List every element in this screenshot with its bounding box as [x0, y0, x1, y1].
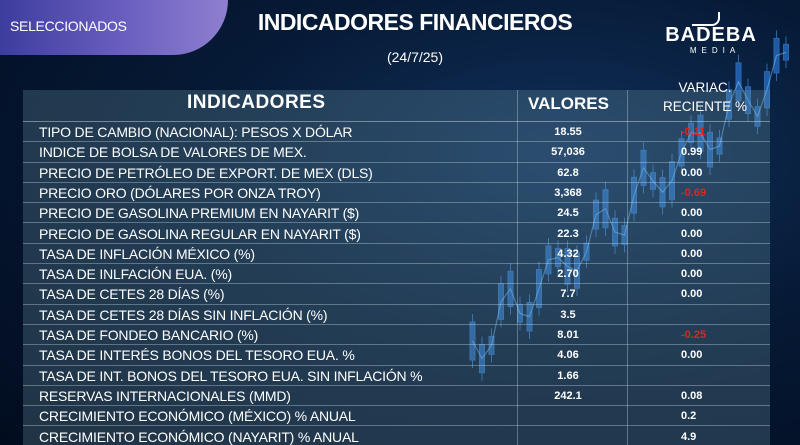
table-row: PRECIO ORO (DÓLARES POR ONZA TROY) 3,368 -…: [23, 183, 770, 204]
indicator-variation: 0.08: [681, 389, 703, 402]
logo: BADEBA MEDIA: [656, 12, 766, 58]
indicator-value: 8.01: [557, 329, 579, 341]
table-row: TASA DE INT. BONOS DEL TESORO EUA. SIN I…: [23, 366, 770, 386]
indicator-value: 4.32: [557, 247, 579, 260]
indicator-value: 22.3: [557, 227, 579, 240]
indicator-variation: 0.99: [681, 146, 703, 159]
table-row: PRECIO DE GASOLINA REGULAR EN NAYARIT ($…: [23, 224, 770, 244]
indicator-name: TASA DE INFLACIÓN MÉXICO (%): [39, 245, 255, 262]
indicator-variation: 0.00: [681, 349, 703, 362]
indicator-variation: 0.00: [681, 166, 703, 179]
table-row: CRECIMIENTO ECONÓMICO (NAYARIT) % ANUAL 4…: [23, 427, 770, 445]
table-row: PRECIO DE PETRÓLEO DE EXPORT. DE MEX (DL…: [23, 163, 770, 183]
indicator-variation: -0.25: [681, 329, 707, 341]
header-variation-line2: RECIENTE %: [662, 99, 747, 114]
table-row: CRECIMIENTO ECONÓMICO (MÉXICO) % ANUAL 0.…: [23, 406, 770, 427]
indicator-variation: 0.00: [681, 268, 703, 281]
indicator-value: 62.8: [557, 166, 579, 179]
indicator-value: 3,368: [554, 186, 582, 199]
indicator-variation: 0.00: [681, 288, 703, 301]
indicator-value: 242.1: [554, 389, 582, 402]
indicator-name: TASA DE INLFACIÓN EUA. (%): [39, 266, 232, 283]
table-row: TASA DE CETES 28 DÍAS SIN INFLACIÓN (%) 3…: [23, 305, 770, 325]
indicator-name: PRECIO DE PETRÓLEO DE EXPORT. DE MEX (DL…: [39, 164, 373, 181]
indicator-value: 18.55: [554, 126, 582, 138]
section-tag-label: SELECCIONADOS: [10, 18, 127, 34]
indicator-variation: -0.69: [681, 186, 707, 199]
indicator-name: PRECIO DE GASOLINA REGULAR EN NAYARIT ($…: [39, 225, 361, 242]
table-row: RESERVAS INTERNACIONALES (MMD) 242.1 0.08: [23, 386, 770, 407]
indicator-value: 7.7: [560, 288, 576, 301]
indicator-name: TASA DE FONDEO BANCARIO (%): [39, 327, 259, 343]
table-row: TASA DE INLFACIÓN EUA. (%) 2.70 0.00: [23, 264, 770, 285]
table-row: PRECIO DE GASOLINA PREMIUM EN NAYARIT ($…: [23, 203, 770, 224]
indicator-name: RESERVAS INTERNACIONALES (MMD): [39, 387, 291, 404]
indicator-variation: 0.00: [681, 227, 703, 240]
report-date: (24/7/25): [386, 49, 444, 65]
indicator-name: TASA DE INTERÉS BONOS DEL TESORO EUA. %: [39, 347, 355, 364]
indicators-table: INDICADORES VALORES VARIAC. RECIENTE % T…: [23, 80, 770, 445]
indicator-value: 3.5: [560, 308, 576, 321]
indicator-name: CRECIMIENTO ECONÓMICO (MÉXICO) % ANUAL: [39, 408, 356, 425]
indicator-variation: 0.00: [681, 247, 703, 260]
indicator-name: PRECIO DE GASOLINA PREMIUM EN NAYARIT ($…: [39, 205, 360, 222]
section-tag: SELECCIONADOS: [0, 0, 228, 55]
indicator-value: 24.5: [557, 207, 579, 220]
indicator-variation: 0.2: [681, 410, 697, 423]
column-divider: [627, 90, 628, 445]
indicator-value: 4.06: [557, 349, 579, 362]
column-divider: [517, 90, 518, 445]
logo-mark-icon: [692, 12, 720, 26]
table-row: TIPO DE CAMBIO (NACIONAL): PESOS X DÓLAR…: [23, 122, 770, 143]
table-header: INDICADORES VALORES VARIAC. RECIENTE %: [23, 80, 770, 122]
indicator-name: TIPO DE CAMBIO (NACIONAL): PESOS X DÓLAR: [39, 124, 353, 140]
indicator-variation: -0.11: [681, 126, 706, 138]
indicator-value: 2.70: [557, 268, 579, 281]
indicator-name: TASA DE CETES 28 DÍAS (%): [39, 286, 225, 303]
page-title: INDICADORES FINANCIEROS: [257, 9, 573, 35]
table-row: INDICE DE BOLSA DE VALORES DE MEX. 57,036…: [23, 142, 770, 163]
header-indicators: INDICADORES: [187, 92, 326, 113]
indicator-variation: 0.00: [681, 207, 703, 220]
indicator-name: CRECIMIENTO ECONÓMICO (NAYARIT) % ANUAL: [39, 428, 359, 445]
indicator-variation: 4.9: [681, 430, 697, 443]
table-row: TASA DE CETES 28 DÍAS (%) 7.7 0.00: [23, 284, 770, 305]
indicator-name: TASA DE CETES 28 DÍAS SIN INFLACIÓN (%): [39, 306, 328, 323]
header-variation: VARIAC. RECIENTE %: [637, 78, 773, 116]
table-row: TASA DE FONDEO BANCARIO (%) 8.01 -0.25: [23, 325, 770, 346]
logo-name: BADEBA: [665, 24, 757, 46]
indicator-value: 1.66: [557, 369, 579, 382]
logo-subtitle: MEDIA: [689, 46, 741, 55]
header-variation-line1: VARIAC.: [678, 80, 732, 95]
indicator-name: PRECIO ORO (DÓLARES POR ONZA TROY): [39, 184, 321, 201]
indicator-name: INDICE DE BOLSA DE VALORES DE MEX.: [39, 144, 307, 161]
table-row: TASA DE INTERÉS BONOS DEL TESORO EUA. % 4…: [23, 345, 770, 366]
header-values: VALORES: [528, 94, 609, 113]
table-row: TASA DE INFLACIÓN MÉXICO (%) 4.32 0.00: [23, 244, 770, 265]
indicator-name: TASA DE INT. BONOS DEL TESORO EUA. SIN I…: [39, 367, 423, 384]
indicator-value: 57,036: [551, 146, 585, 159]
